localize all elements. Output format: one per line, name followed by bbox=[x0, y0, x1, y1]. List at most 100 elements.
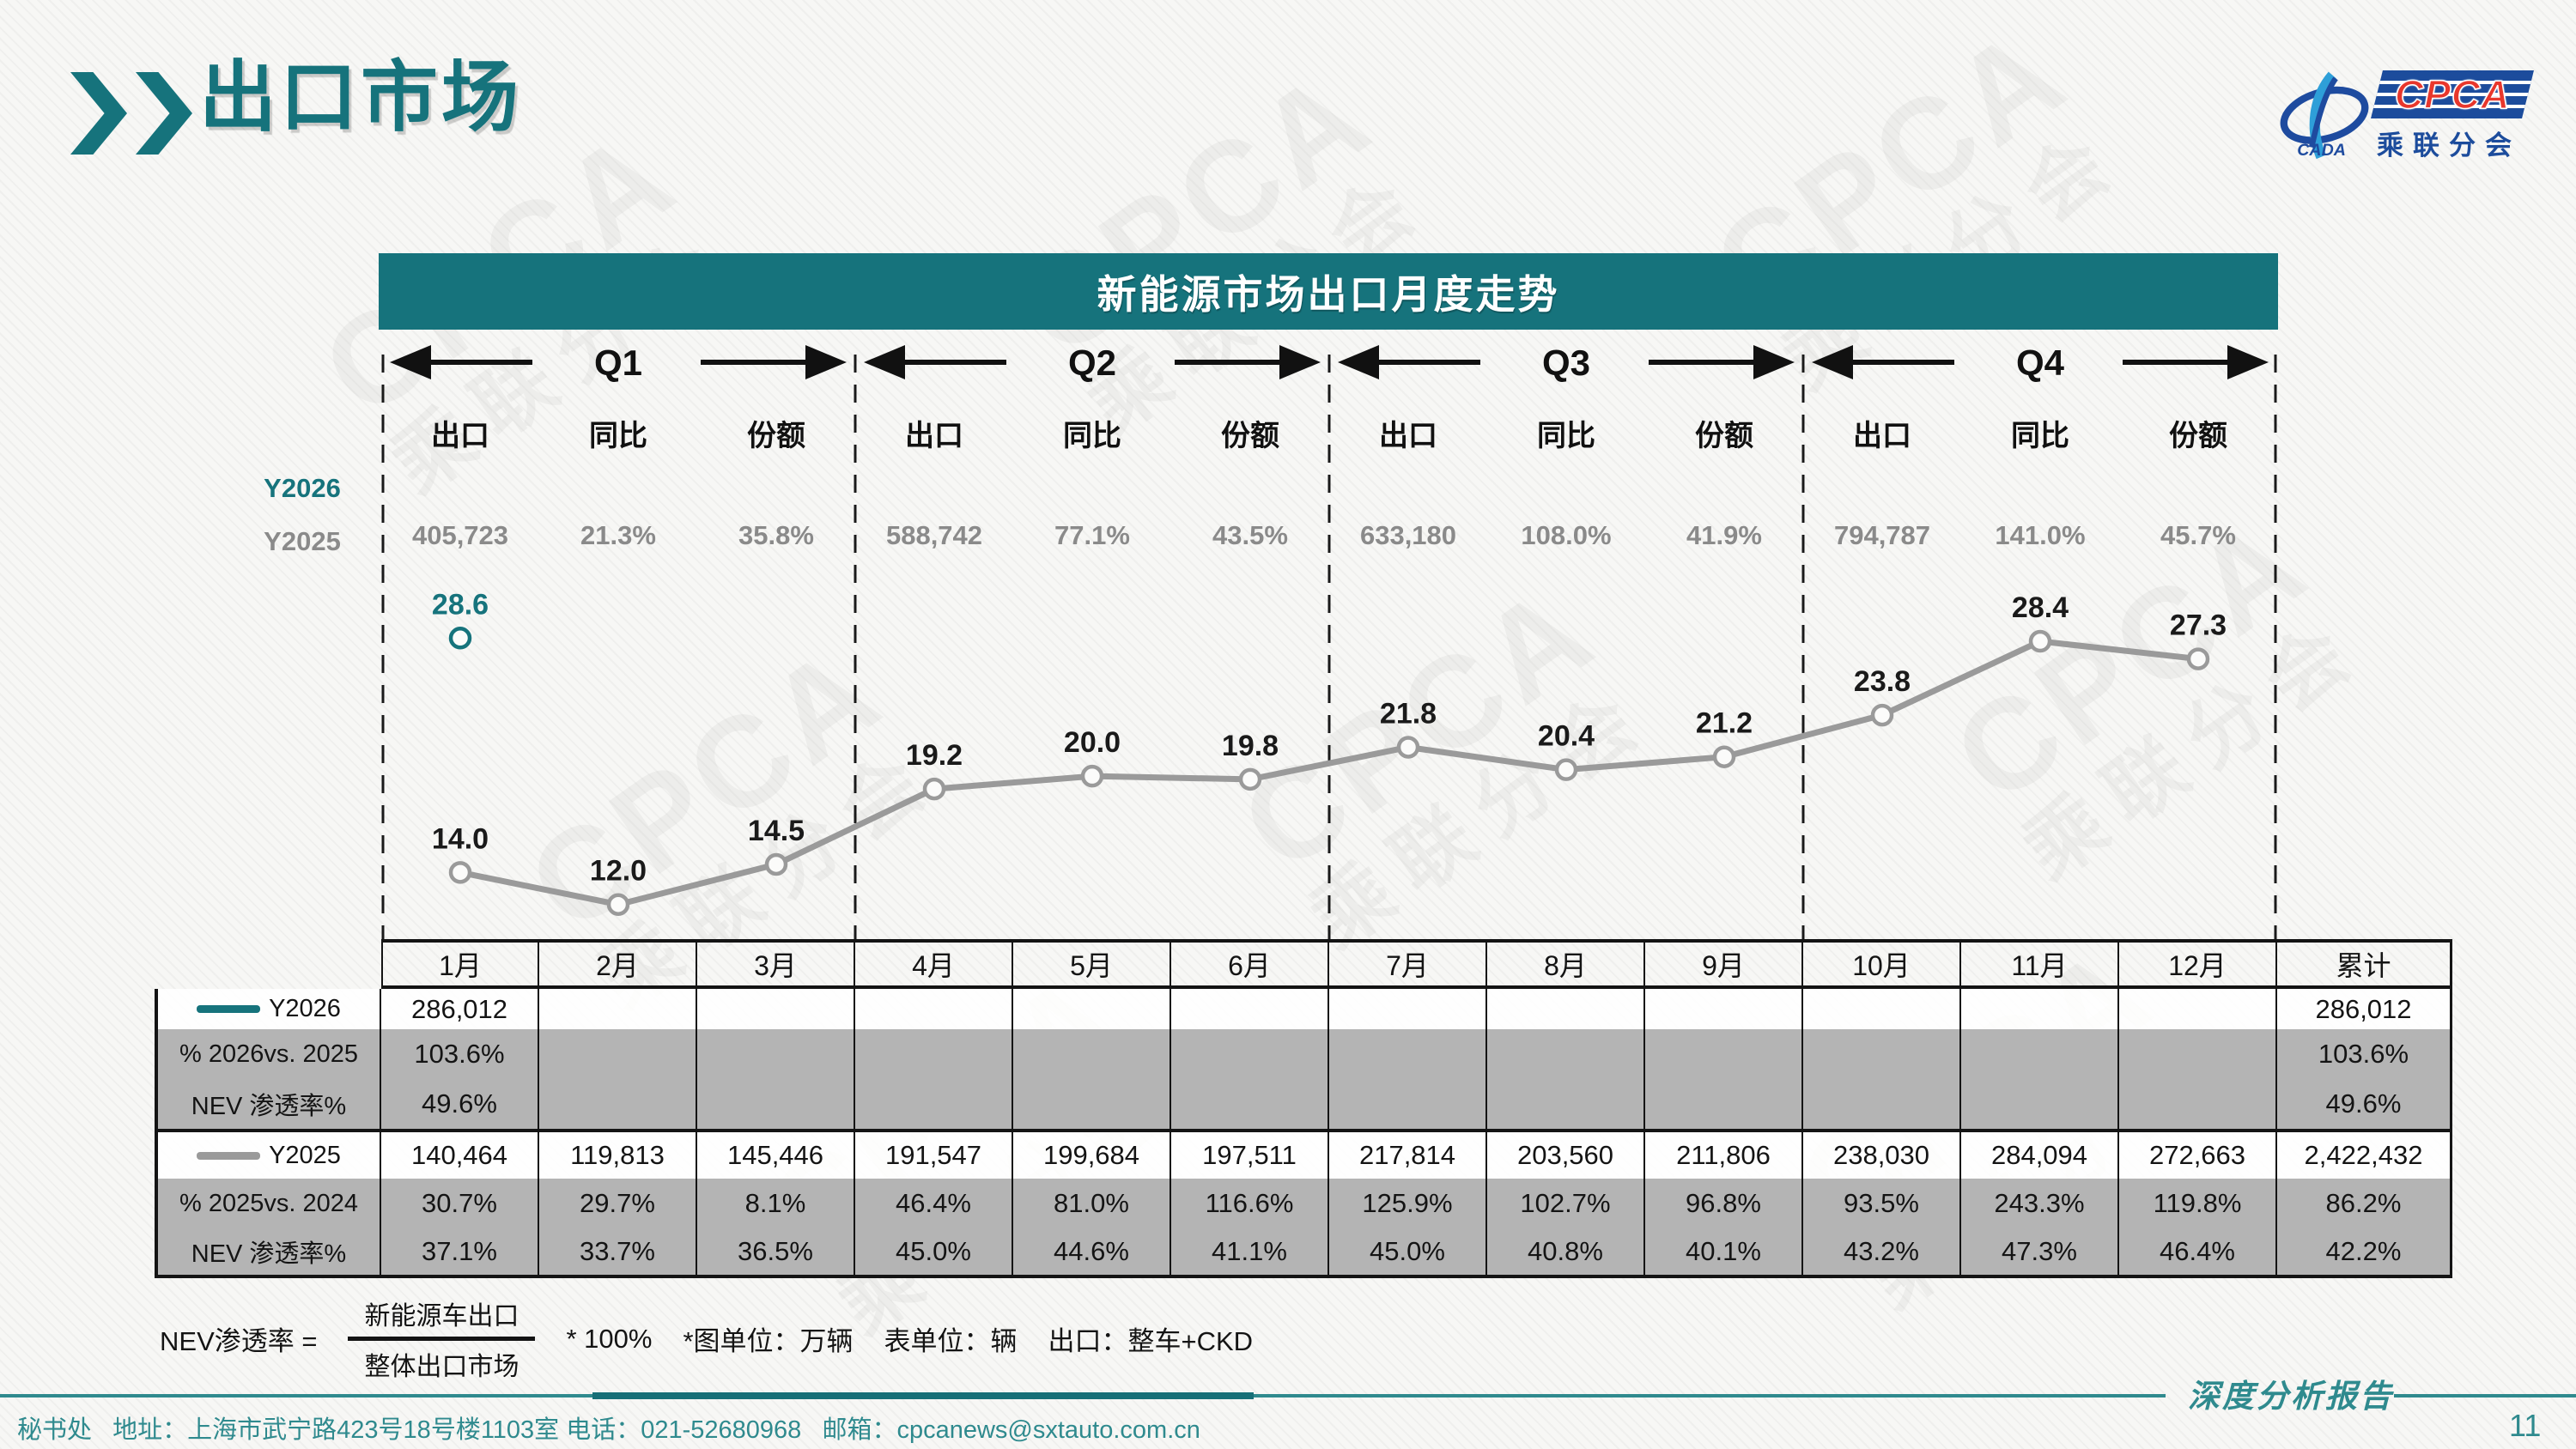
data-label-y2025: 21.2 bbox=[1696, 707, 1753, 740]
data-label-y2025: 14.5 bbox=[748, 815, 805, 847]
formula-denominator: 整体出口市场 bbox=[364, 1353, 519, 1381]
table-cell: 37.1% bbox=[381, 1228, 539, 1275]
data-point-y2025 bbox=[606, 893, 630, 916]
table-cell bbox=[697, 1079, 855, 1129]
table-cell: 49.6% bbox=[2277, 1079, 2452, 1129]
row-label: Y2025 bbox=[155, 1132, 381, 1179]
data-point-y2025 bbox=[1554, 758, 1578, 781]
table-cell: 119.8% bbox=[2119, 1179, 2277, 1228]
table-cell: 96.8% bbox=[1645, 1179, 1803, 1228]
arrow-left-icon bbox=[390, 345, 431, 379]
table-cell bbox=[1329, 1029, 1487, 1079]
table-cell: 44.6% bbox=[1013, 1228, 1171, 1275]
table-cell: 211,806 bbox=[1645, 1132, 1803, 1179]
column-header: 同比 bbox=[1063, 420, 1121, 452]
row-label: NEV 渗透率% bbox=[155, 1079, 381, 1129]
chart-title: 新能源市场出口月度走势 bbox=[379, 253, 2278, 330]
quarter-label: Q2 bbox=[1068, 343, 1116, 383]
formula-numerator: 新能源车出口 bbox=[364, 1302, 519, 1331]
unit-note-export: 出口：整车+CKD bbox=[1048, 1326, 1254, 1356]
column-header: 出口 bbox=[431, 420, 489, 452]
page-title: 出口市场 bbox=[199, 55, 522, 141]
table-cell: 47.3% bbox=[1961, 1228, 2119, 1275]
column-header: 份额 bbox=[1221, 420, 1279, 452]
data-label-y2025: 19.2 bbox=[906, 739, 963, 772]
monthly-data-table: 1月 2月 3月 4月 5月 6月 7月 8月 9月 10月 11月 12月 累计 Y2026 286,01… bbox=[155, 939, 2452, 1278]
series-label-y2026: Y2026 bbox=[264, 473, 341, 503]
table-cell bbox=[2119, 989, 2277, 1029]
table-cell: 116.6% bbox=[1171, 1179, 1329, 1228]
table-cell bbox=[1645, 1079, 1803, 1129]
quarterly-value: 141.0% bbox=[1995, 520, 2086, 550]
row-label: % 2026vs. 2025 bbox=[155, 1029, 381, 1079]
cpca-logo: CADA CPCA 乘联分会 bbox=[2274, 70, 2540, 173]
data-point-y2025 bbox=[1238, 767, 1262, 791]
table-cell bbox=[1803, 1079, 1961, 1129]
table-cell: 243.3% bbox=[1961, 1179, 2119, 1228]
footer-divider-thick bbox=[592, 1392, 1254, 1399]
title-chevron-icon bbox=[70, 72, 192, 155]
arrow-right-icon bbox=[1753, 345, 1795, 379]
table-cell: 145,446 bbox=[697, 1132, 855, 1179]
table-cell: 238,030 bbox=[1803, 1132, 1961, 1179]
data-label-y2025: 20.0 bbox=[1064, 726, 1121, 759]
table-cell: 125.9% bbox=[1329, 1179, 1487, 1228]
table-row: 1月 2月 3月 4月 5月 6月 7月 8月 9月 10月 11月 12月 累计 bbox=[155, 939, 2452, 989]
table-cell: 103.6% bbox=[381, 1029, 539, 1079]
table-cell: 45.0% bbox=[1329, 1228, 1487, 1275]
legend-swatch bbox=[197, 1151, 261, 1160]
month-header: 2月 bbox=[539, 939, 697, 989]
data-point-y2025 bbox=[1870, 703, 1894, 727]
table-cell: 286,012 bbox=[381, 989, 539, 1029]
data-point-y2025 bbox=[922, 777, 946, 801]
table-cell: 102.7% bbox=[1487, 1179, 1645, 1228]
row-label: % 2025vs. 2024 bbox=[155, 1179, 381, 1228]
quarter-column-headers: 出口 同比 份额 出口 同比 份额 出口 同比 份额 出口 同比 份额 bbox=[381, 412, 2277, 454]
nev-formula: NEV渗透率 = 新能源车出口 整体出口市场 * 100% *图单位：万辆 表单… bbox=[160, 1294, 1253, 1383]
table-corner-cell bbox=[155, 939, 381, 989]
table-cell: 45.0% bbox=[855, 1228, 1013, 1275]
table-cell bbox=[1171, 1029, 1329, 1079]
table-cell: 93.5% bbox=[1803, 1179, 1961, 1228]
table-cell: 40.1% bbox=[1645, 1228, 1803, 1275]
column-header: 份额 bbox=[747, 420, 805, 452]
data-label-y2025: 19.8 bbox=[1222, 730, 1279, 762]
table-row: NEV 渗透率% 37.1% 33.7% 36.5% 45.0% 44.6% 41.1% 45… bbox=[155, 1228, 2452, 1278]
table-cell bbox=[539, 1079, 697, 1129]
table-cell bbox=[1487, 1079, 1645, 1129]
legend-swatch bbox=[197, 1005, 261, 1013]
footer-divider bbox=[0, 1394, 592, 1397]
table-cell: 191,547 bbox=[855, 1132, 1013, 1179]
table-cell: 33.7% bbox=[539, 1228, 697, 1275]
data-label-y2025: 27.3 bbox=[2170, 609, 2227, 642]
table-cell: 42.2% bbox=[2277, 1228, 2452, 1275]
data-point-y2025 bbox=[2028, 629, 2052, 653]
unit-note-chart: *图单位：万辆 bbox=[683, 1326, 854, 1356]
month-header: 7月 bbox=[1329, 939, 1487, 989]
cada-logo-icon: CADA bbox=[2280, 71, 2369, 160]
table-cell bbox=[2119, 1029, 2277, 1079]
footer-contact-info: 秘书处 地址：上海市武宁路423号18号楼1103室 电话：021-526809… bbox=[17, 1416, 1200, 1444]
data-label-y2025: 14.0 bbox=[432, 822, 489, 855]
table-cell bbox=[1329, 989, 1487, 1029]
table-cell bbox=[1961, 1029, 2119, 1079]
chevron-icon bbox=[70, 72, 127, 155]
table-cell: 41.1% bbox=[1171, 1228, 1329, 1275]
table-cell bbox=[1013, 989, 1171, 1029]
arrow-right-icon bbox=[1279, 345, 1321, 379]
data-label-y2025: 12.0 bbox=[590, 855, 647, 888]
table-cell: 140,464 bbox=[381, 1132, 539, 1179]
data-point-y2025 bbox=[1080, 764, 1104, 788]
cpca-wordmark: CPCA bbox=[2371, 70, 2534, 118]
row-label: NEV 渗透率% bbox=[155, 1228, 381, 1275]
quarter-label: Q1 bbox=[594, 343, 642, 383]
table-cell: 46.4% bbox=[2119, 1228, 2277, 1275]
quarterly-value: 21.3% bbox=[580, 520, 656, 550]
series-label-y2025: Y2025 bbox=[264, 526, 341, 556]
month-header: 9月 bbox=[1645, 939, 1803, 989]
table-cell bbox=[539, 989, 697, 1029]
data-label-y2025: 20.4 bbox=[1538, 720, 1595, 753]
chevron-icon bbox=[136, 72, 192, 155]
quarterly-value: 45.7% bbox=[2160, 520, 2236, 550]
